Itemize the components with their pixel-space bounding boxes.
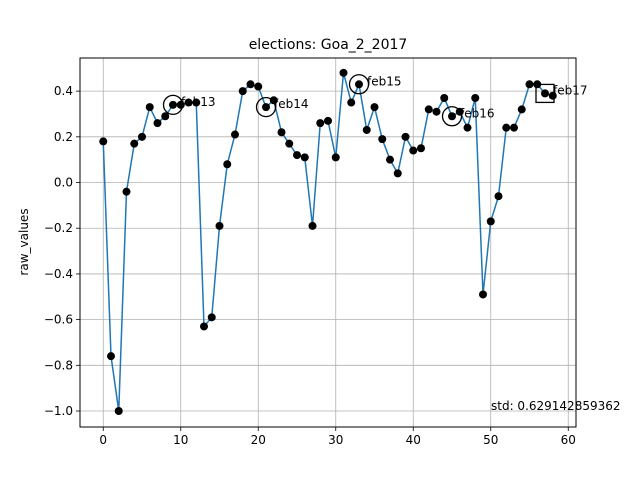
- data-point: [548, 91, 557, 100]
- x-tick-label: 40: [406, 433, 421, 447]
- y-tick-label: 0.2: [54, 130, 73, 144]
- data-point: [145, 103, 154, 112]
- data-point: [502, 123, 511, 132]
- data-point: [231, 130, 239, 139]
- data-point: [300, 153, 309, 162]
- y-tick-label: −0.2: [44, 221, 73, 235]
- x-tick-label: 60: [561, 433, 576, 447]
- data-point: [510, 123, 518, 132]
- data-point: [494, 192, 503, 201]
- data-point: [122, 187, 131, 196]
- data-point: [114, 407, 123, 416]
- data-point: [246, 80, 255, 89]
- data-point: [138, 132, 146, 141]
- annotation-circle-marker: [441, 106, 463, 127]
- y-tick-label: −0.8: [44, 358, 73, 372]
- data-point: [355, 80, 363, 89]
- annotations: feb13 feb14 feb15 feb16 feb17: [162, 74, 588, 127]
- data-point: [362, 125, 371, 134]
- data-point: [386, 155, 394, 164]
- y-tick-label: 0.0: [54, 176, 73, 190]
- data-point: [107, 352, 115, 361]
- data-point: [277, 128, 286, 137]
- y-tick-label: −0.4: [44, 267, 73, 281]
- data-point: [424, 105, 433, 114]
- annotation-circle-marker: [255, 96, 277, 118]
- data-point: [153, 119, 162, 128]
- data-point: [471, 93, 480, 102]
- annotation-label: feb15: [367, 74, 402, 88]
- plot-frame: [79, 57, 577, 428]
- data-point: [238, 87, 247, 96]
- x-tick-label: 30: [328, 433, 343, 447]
- y-tick-label: 0.4: [54, 84, 73, 98]
- grid-lines: [80, 58, 576, 427]
- annotation-square-marker: [535, 83, 555, 104]
- data-point: [463, 123, 472, 132]
- data-point: [347, 98, 356, 107]
- std-annotation: std: 0.629142859362: [491, 399, 621, 413]
- data-point: [223, 160, 232, 169]
- chart-title: elections: Goa_2_2017: [249, 37, 408, 53]
- y-axis-label: raw_values: [17, 208, 31, 275]
- data-point: [331, 153, 340, 162]
- data-point: [192, 98, 201, 107]
- x-tick-label: 20: [251, 433, 266, 447]
- data-point: [393, 169, 402, 178]
- data-point: [269, 96, 278, 105]
- x-tick-label: 50: [483, 433, 498, 447]
- annotation-circle-marker: [162, 94, 184, 115]
- data-point: [99, 137, 108, 146]
- annotation-label: feb14: [274, 97, 309, 111]
- data-point: [161, 112, 170, 121]
- data-point: [432, 107, 441, 116]
- annotation-label: feb17: [553, 83, 588, 97]
- data-point: [479, 290, 487, 299]
- data-point: [324, 116, 332, 125]
- data-point: [378, 135, 387, 144]
- data-point: [285, 139, 294, 148]
- data-point: [440, 93, 449, 102]
- data-point: [401, 132, 410, 141]
- annotation-label: feb13: [181, 95, 216, 109]
- annotation-label: feb16: [460, 106, 495, 120]
- data-point: [207, 313, 216, 322]
- y-tick-label: −1.0: [44, 404, 73, 418]
- data-point: [316, 119, 325, 128]
- annotation-circle-marker: [348, 74, 370, 95]
- data-point: [486, 217, 495, 226]
- data-point: [254, 82, 263, 91]
- data-point: [409, 146, 418, 155]
- x-axis-ticks: 0 10 20 30 40 50 60: [99, 427, 576, 447]
- y-axis-ticks: −1.0 −0.8 −0.6 −0.4 −0.2 0.0 0.2 0.4: [44, 84, 80, 418]
- data-point: [448, 112, 456, 121]
- data-point: [215, 221, 224, 230]
- x-tick-label: 10: [173, 433, 188, 447]
- data-point: [417, 144, 425, 153]
- x-tick-label: 0: [99, 433, 107, 447]
- data-point: [200, 322, 208, 331]
- data-point: [541, 89, 549, 98]
- data-point: [293, 151, 301, 160]
- y-tick-label: −0.6: [44, 313, 73, 327]
- data-point: [339, 68, 348, 77]
- data-point: [130, 139, 139, 148]
- data-point: [525, 80, 534, 89]
- data-point: [308, 221, 317, 230]
- data-markers: [99, 68, 557, 416]
- data-point: [517, 105, 526, 114]
- data-point: [262, 103, 270, 112]
- data-point: [370, 103, 379, 112]
- data-point: [169, 100, 177, 109]
- data-point: [184, 98, 193, 107]
